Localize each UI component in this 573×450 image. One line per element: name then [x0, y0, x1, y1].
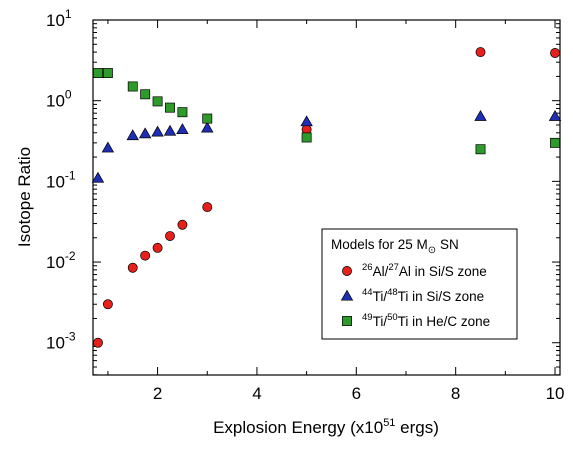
y-tick-label-base: 10 [46, 334, 65, 353]
y-axis-title: Isotope Ratio [15, 147, 34, 247]
circle-point [202, 202, 213, 213]
x-axis-title-exponent: 51 [383, 417, 395, 429]
y-tick-label: 10-1 [46, 168, 76, 191]
square-point [152, 96, 163, 107]
triangle-point [126, 129, 139, 141]
square-point [165, 102, 175, 113]
circle-point [165, 231, 175, 241]
x-tick-label: 4 [252, 384, 261, 403]
circle-point [177, 219, 188, 230]
legend-label-mass-number: 44 [362, 287, 373, 298]
x-tick-label: 6 [352, 384, 361, 403]
legend-label: 26Al/27Al in Si/S zone [362, 262, 487, 279]
legend-title-sun-symbol: ⊙ [428, 245, 436, 256]
y-tick-label-exponent: 0 [65, 88, 72, 102]
legend-title: Models for 25 M⊙ SN [331, 237, 459, 256]
circle-point [152, 242, 163, 253]
x-axis-title: Explosion Energy (x1051 ergs) [213, 417, 439, 437]
y-tick-label-exponent: 1 [65, 7, 72, 21]
legend-label-mass-number: 27 [388, 262, 399, 273]
legend-title-suffix: SN [436, 237, 459, 252]
x-tick-label: 10 [546, 384, 565, 403]
triangle-point [176, 123, 189, 134]
triangle-point [163, 124, 177, 136]
legend-label: 44Ti/48Ti in Si/S zone [362, 287, 484, 304]
square-point [93, 68, 103, 79]
circle-point [93, 337, 103, 348]
x-axis-title-unit: ergs) [395, 418, 438, 437]
circle-point [140, 250, 151, 261]
y-tick-label-base: 10 [46, 11, 65, 30]
y-tick-label-base: 10 [46, 253, 65, 272]
x-tick-labels: 2 4 6 8 10 [153, 384, 565, 403]
y-tick-label: 100 [46, 88, 72, 111]
legend: Models for 25 M⊙ SN 26Al/27Al in Si/S zo… [321, 228, 518, 340]
square-point [301, 132, 312, 143]
triangle-point [101, 141, 115, 153]
x-axis-title-text: Explosion Energy (x10 [213, 418, 383, 437]
square-point [177, 107, 188, 118]
legend-title-text: Models for 25 M [331, 237, 428, 252]
circle-point [102, 299, 113, 310]
y-tick-label: 10-2 [46, 249, 76, 272]
y-tick-label: 10-3 [46, 330, 76, 353]
legend-square-marker [342, 316, 352, 326]
legend-label-text: Ti in He/C zone [398, 314, 491, 329]
triangle-point [474, 110, 487, 121]
circle-point [127, 262, 138, 273]
triangle-point [201, 121, 214, 133]
legend-label-text: Ti/ [373, 289, 388, 304]
square-point [475, 144, 486, 155]
legend-label-mass-number: 48 [387, 287, 398, 298]
data-points [91, 47, 562, 348]
square-point [202, 113, 213, 124]
legend-box [321, 228, 518, 340]
y-tick-label-exponent: -1 [65, 168, 76, 182]
legend-label-mass-number: 50 [387, 312, 398, 323]
plot-frame [92, 19, 561, 376]
triangle-point [138, 127, 152, 139]
y-tick-label-base: 10 [46, 92, 65, 111]
legend-label: 49Ti/50Ti in He/C zone [362, 312, 490, 329]
circle-point [475, 47, 486, 58]
y-tick-label-base: 10 [46, 172, 65, 191]
legend-label-mass-number: 26 [362, 262, 373, 273]
y-tick-label: 101 [46, 7, 72, 30]
square-point [102, 68, 113, 79]
triangle-point [151, 125, 164, 137]
square-point [550, 137, 560, 148]
legend-label-mass-number: 49 [362, 312, 373, 323]
x-tick-label: 8 [451, 384, 460, 403]
legend-label-text: Al in Si/S zone [399, 264, 487, 279]
triangle-point [91, 171, 105, 183]
legend-triangle-marker [340, 289, 354, 301]
square-point [140, 89, 151, 100]
y-tick-label-exponent: -3 [65, 330, 76, 344]
legend-label-text: Ti in Si/S zone [398, 289, 485, 304]
y-tick-label-exponent: -2 [65, 249, 76, 263]
legend-label-text: Al/ [373, 264, 389, 279]
triangle-point [548, 110, 562, 121]
x-tick-label: 2 [153, 384, 162, 403]
legend-circle-marker [342, 266, 352, 276]
legend-label-text: Ti/ [373, 314, 388, 329]
square-point [127, 81, 138, 92]
circle-point [550, 48, 560, 58]
triangle-point [300, 115, 313, 127]
